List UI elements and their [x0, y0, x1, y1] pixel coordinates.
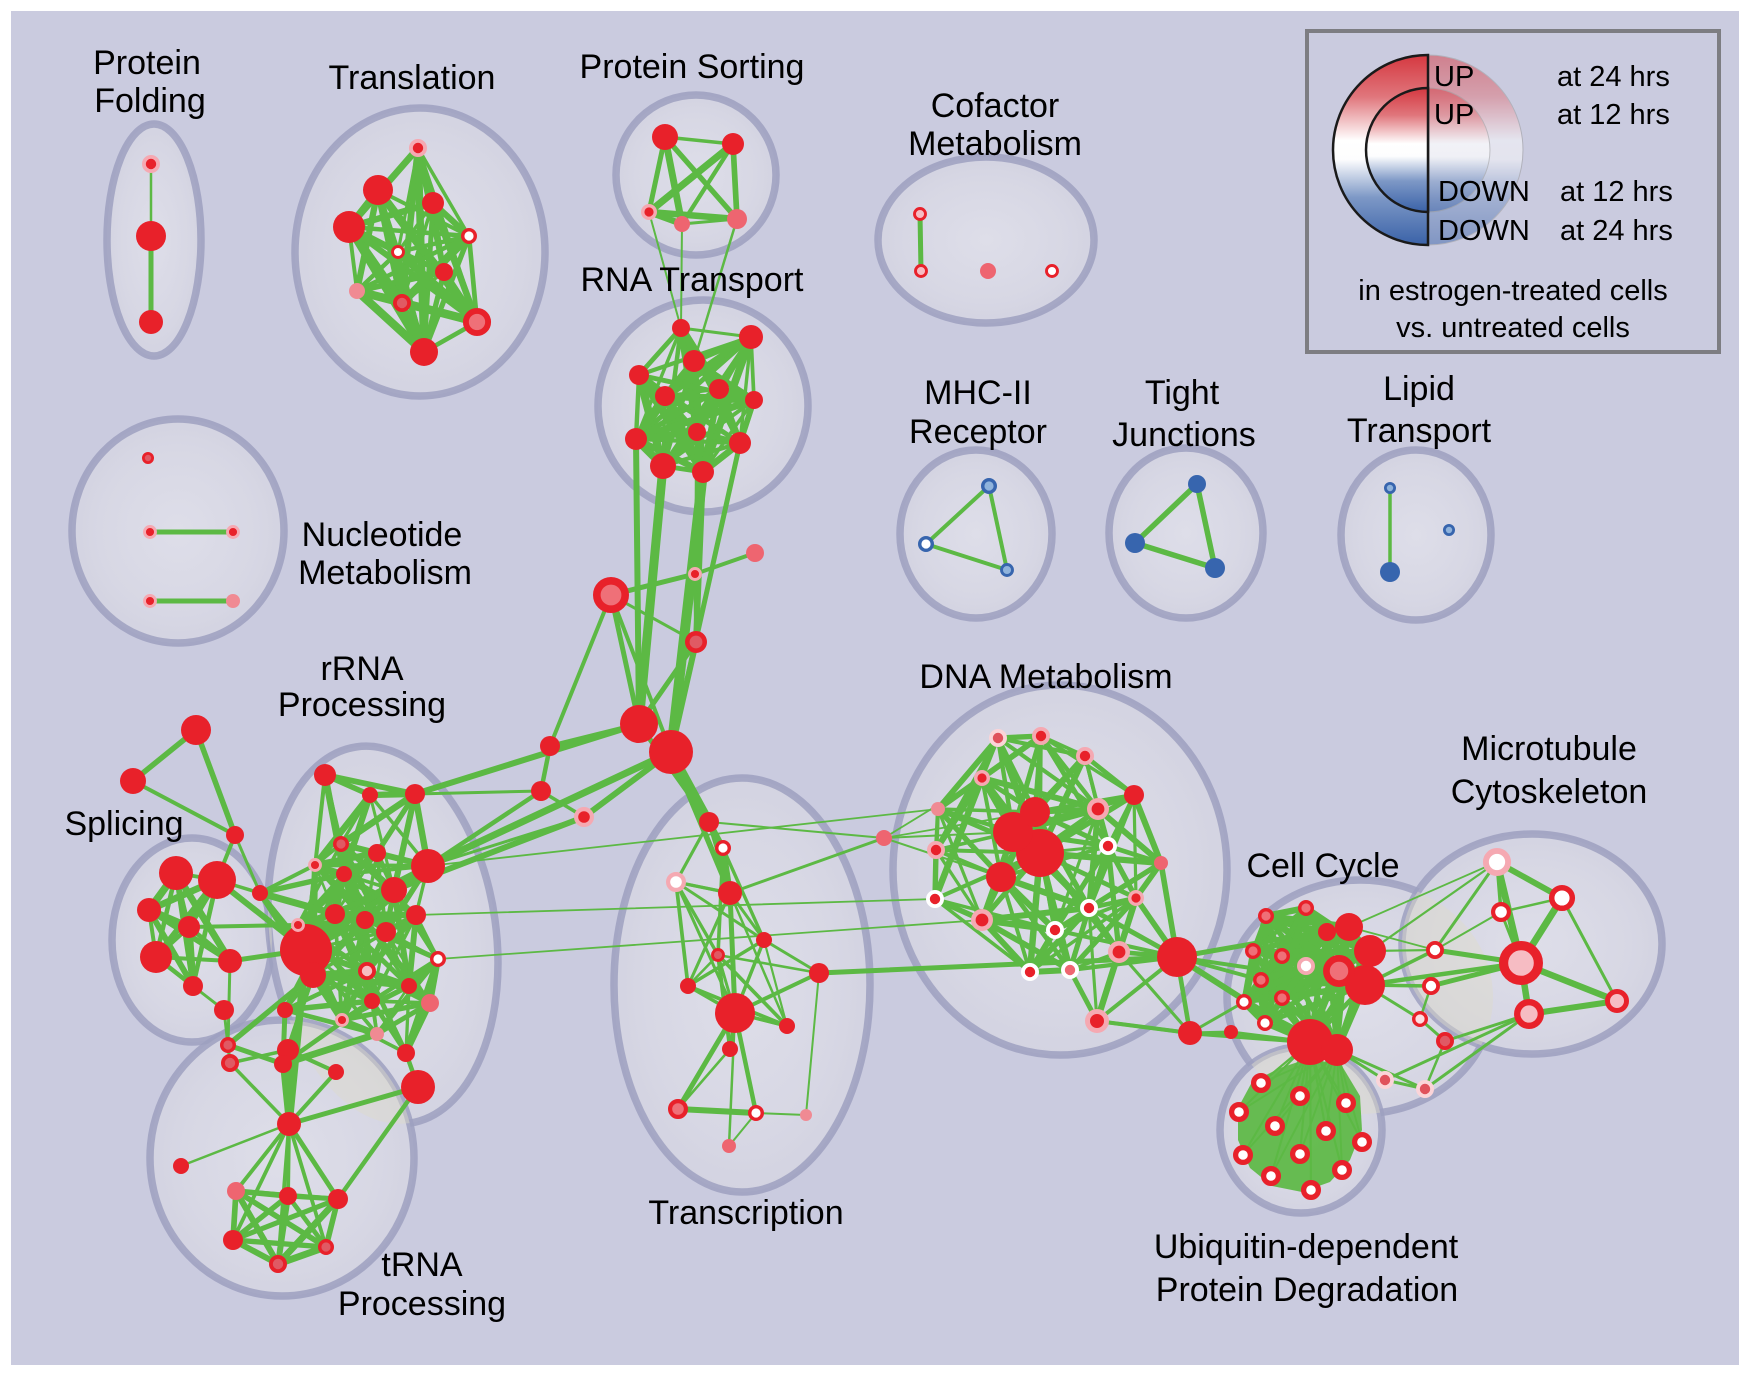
svg-text:DNA Metabolism: DNA Metabolism — [919, 658, 1172, 696]
svg-text:Metabolism: Metabolism — [298, 554, 472, 592]
svg-text:DOWN: DOWN — [1438, 176, 1530, 208]
svg-text:Folding: Folding — [94, 82, 206, 120]
svg-text:vs. untreated cells: vs. untreated cells — [1396, 312, 1630, 344]
svg-text:tRNA: tRNA — [381, 1246, 463, 1284]
svg-text:at 24 hrs: at 24 hrs — [1560, 215, 1673, 247]
svg-text:RNA Transport: RNA Transport — [581, 261, 805, 299]
svg-text:Lipid: Lipid — [1383, 370, 1455, 408]
svg-text:Tight: Tight — [1145, 374, 1220, 412]
svg-text:Nucleotide: Nucleotide — [302, 516, 463, 554]
svg-text:in estrogen-treated cells: in estrogen-treated cells — [1358, 275, 1668, 307]
svg-text:Translation: Translation — [329, 59, 496, 97]
svg-text:UP: UP — [1434, 99, 1474, 131]
svg-text:Protein: Protein — [93, 44, 201, 82]
svg-text:Receptor: Receptor — [909, 413, 1047, 451]
svg-text:Protein Sorting: Protein Sorting — [580, 48, 805, 86]
svg-text:Processing: Processing — [338, 1285, 506, 1323]
svg-text:Protein Degradation: Protein Degradation — [1156, 1271, 1458, 1309]
svg-text:rRNA: rRNA — [320, 650, 403, 688]
svg-text:Transport: Transport — [1347, 412, 1492, 450]
svg-text:Microtubule: Microtubule — [1461, 730, 1637, 768]
svg-text:at 12 hrs: at 12 hrs — [1557, 99, 1670, 131]
svg-text:Metabolism: Metabolism — [908, 125, 1082, 163]
svg-text:at 24 hrs: at 24 hrs — [1557, 61, 1670, 93]
svg-text:Cytoskeleton: Cytoskeleton — [1451, 773, 1648, 811]
svg-text:Transcription: Transcription — [648, 1194, 843, 1232]
svg-text:Cofactor: Cofactor — [931, 87, 1060, 125]
svg-text:Ubiquitin-dependent: Ubiquitin-dependent — [1154, 1228, 1459, 1266]
svg-text:DOWN: DOWN — [1438, 215, 1530, 247]
svg-text:Cell Cycle: Cell Cycle — [1246, 847, 1399, 885]
svg-text:MHC-II: MHC-II — [924, 374, 1032, 412]
svg-text:Junctions: Junctions — [1112, 416, 1256, 454]
svg-text:at 12 hrs: at 12 hrs — [1560, 176, 1673, 208]
svg-text:Processing: Processing — [278, 686, 446, 724]
svg-text:UP: UP — [1434, 61, 1474, 93]
svg-text:Splicing: Splicing — [64, 805, 183, 843]
